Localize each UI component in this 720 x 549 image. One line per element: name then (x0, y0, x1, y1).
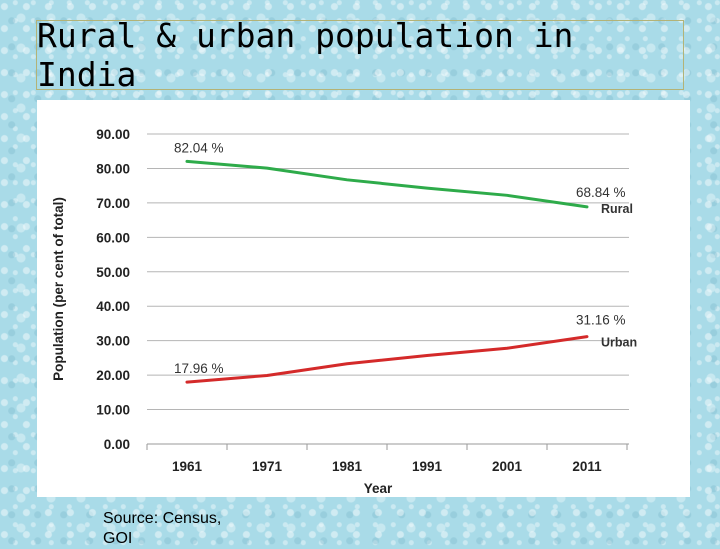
y-tick-label: 50.00 (96, 265, 130, 280)
y-tick-label: 60.00 (96, 230, 130, 245)
y-tick-label: 90.00 (96, 127, 130, 142)
chart-panel: 0.00 10.00 20.00 30.00 40.00 50.00 60.00 70.00 8… (37, 100, 690, 497)
end-value-label-urban: 31.16 % (576, 313, 626, 328)
y-tick-label: 70.00 (96, 196, 130, 211)
y-tick-label: 80.00 (96, 161, 130, 176)
x-tick-label: 2011 (572, 459, 602, 474)
y-tick-label: 30.00 (96, 334, 130, 349)
x-tick-label: 1971 (252, 459, 283, 474)
source-note: Source: Census, GOI (103, 509, 253, 549)
series-name-label-rural: Rural (601, 202, 633, 216)
start-value-label-rural: 82.04 % (174, 140, 224, 155)
x-tick-label: 1991 (412, 459, 443, 474)
x-tick-label: 2001 (492, 459, 523, 474)
title-box: Rural & urban population in India (36, 16, 684, 94)
y-tick-label: 40.00 (96, 299, 130, 314)
source-line-2: GOI (103, 530, 133, 547)
y-tick-label: 0.00 (104, 437, 130, 452)
x-axis-title: Year (364, 481, 393, 496)
y-axis-title: Population (per cent of total) (51, 197, 66, 381)
x-tick-label: 1961 (172, 459, 203, 474)
end-value-label-rural: 68.84 % (576, 185, 626, 200)
line-chart: 0.00 10.00 20.00 30.00 40.00 50.00 60.00 70.00 8… (51, 127, 637, 496)
source-line-1: Source: Census, (103, 510, 222, 527)
start-value-label-urban: 17.96 % (174, 361, 224, 376)
x-tick-label: 1981 (332, 459, 363, 474)
y-tick-label: 10.00 (96, 403, 130, 418)
series-line-rural (185, 159, 589, 209)
y-tick-label: 20.00 (96, 368, 130, 383)
series-line-urban (185, 335, 589, 384)
page-title: Rural & urban population in India (37, 16, 574, 94)
series-name-label-urban: Urban (601, 336, 637, 350)
